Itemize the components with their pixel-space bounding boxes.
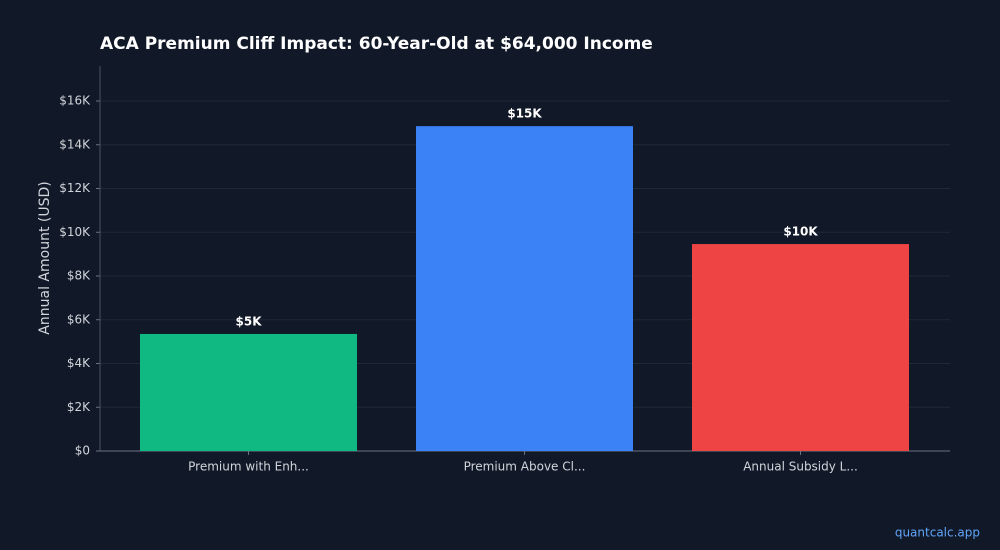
bar	[140, 333, 357, 451]
y-tick-label: $14K	[59, 137, 91, 151]
y-tick-label: $16K	[59, 94, 91, 108]
y-tick-label: $6K	[67, 312, 91, 326]
y-tick-label: $12K	[59, 181, 91, 195]
y-tick-label: $10K	[59, 225, 91, 239]
x-tick-label: Premium with Enh...	[188, 460, 309, 474]
value-label: $15K	[507, 107, 542, 121]
value-label: $5K	[236, 314, 263, 328]
value-label: $10K	[783, 225, 818, 239]
y-tick-label: $8K	[67, 269, 91, 283]
y-tick-label: $4K	[67, 356, 91, 370]
bar	[692, 244, 909, 451]
y-tick-label: $0	[75, 444, 90, 458]
x-tick-label: Annual Subsidy L...	[743, 460, 858, 474]
bar	[416, 126, 633, 451]
y-axis-label: Annual Amount (USD)	[37, 181, 53, 334]
y-tick-label: $2K	[67, 400, 91, 414]
chart-title: ACA Premium Cliff Impact: 60-Year-Old at…	[100, 34, 653, 54]
watermark: quantcalc.app	[895, 526, 980, 540]
x-tick-label: Premium Above Cl...	[464, 460, 586, 474]
